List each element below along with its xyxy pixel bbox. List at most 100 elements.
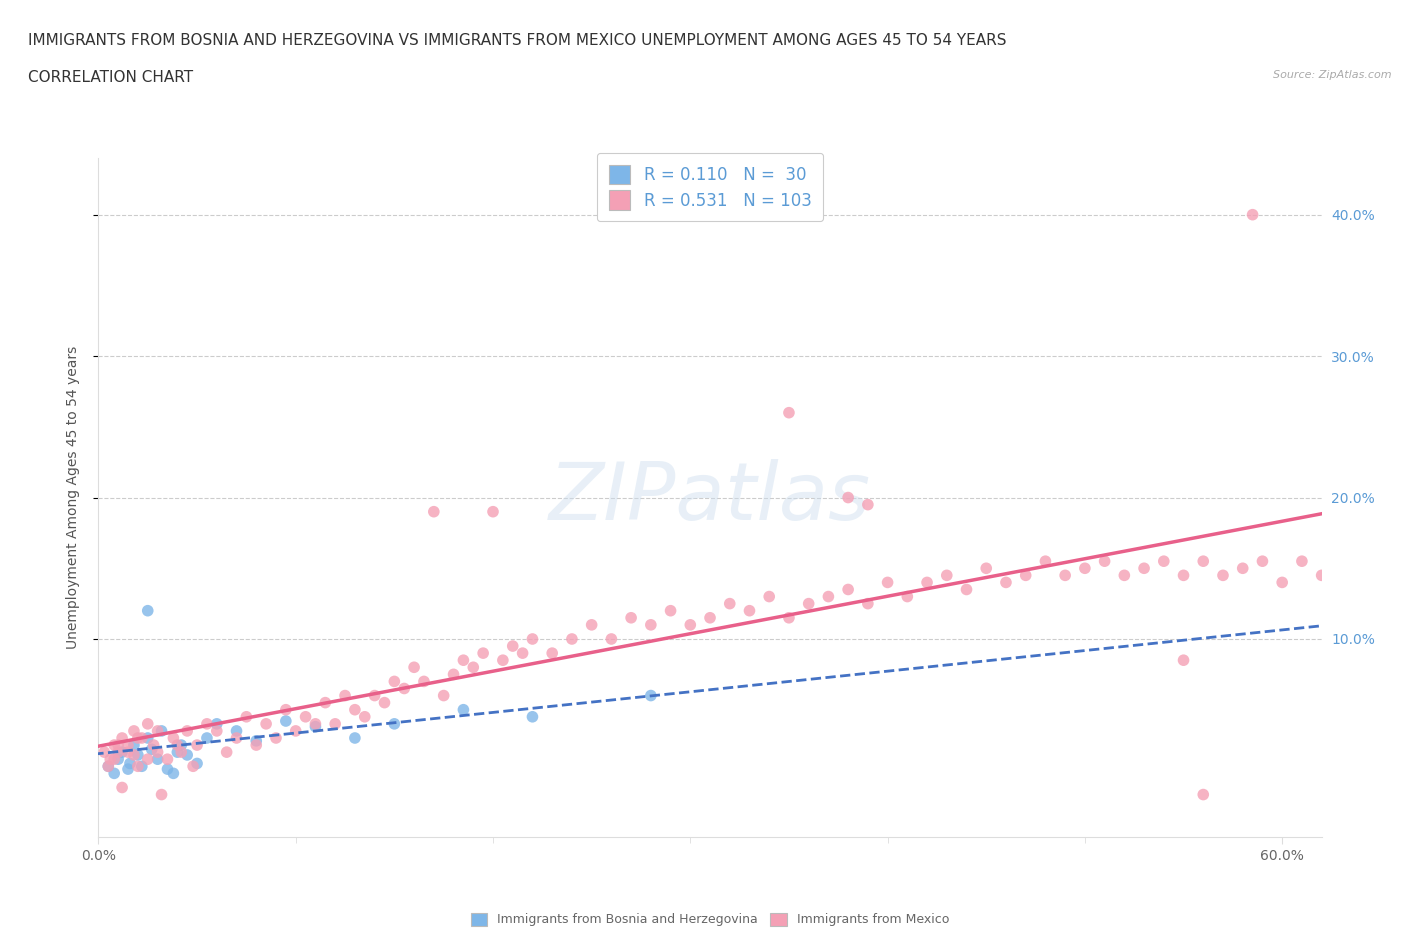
- Point: [522, 710, 544, 724]
- Point: [111, 731, 134, 746]
- Point: [141, 742, 163, 757]
- Point: [111, 745, 134, 760]
- Point: [1133, 561, 1156, 576]
- Point: [343, 702, 366, 717]
- Point: [640, 688, 662, 703]
- Point: [896, 589, 918, 604]
- Point: [166, 737, 188, 752]
- Point: [122, 737, 145, 752]
- Point: [955, 582, 977, 597]
- Point: [876, 575, 898, 590]
- Point: [117, 745, 139, 760]
- Point: [170, 745, 193, 760]
- Point: [679, 618, 702, 632]
- Point: [304, 719, 326, 734]
- Point: [935, 568, 957, 583]
- Point: [363, 688, 385, 703]
- Point: [373, 696, 395, 711]
- Point: [1192, 553, 1215, 568]
- Point: [413, 674, 436, 689]
- Point: [738, 604, 761, 618]
- Point: [122, 724, 145, 738]
- Point: [264, 731, 287, 746]
- Point: [323, 716, 346, 731]
- Point: [118, 756, 141, 771]
- Point: [156, 762, 179, 777]
- Point: [353, 710, 375, 724]
- Point: [146, 745, 169, 760]
- Y-axis label: Unemployment Among Ages 45 to 54 years: Unemployment Among Ages 45 to 54 years: [66, 346, 80, 649]
- Point: [1192, 787, 1215, 802]
- Point: [136, 716, 159, 731]
- Point: [150, 724, 173, 738]
- Point: [718, 596, 741, 611]
- Point: [103, 751, 125, 766]
- Point: [1153, 553, 1175, 568]
- Point: [98, 751, 121, 766]
- Point: [600, 631, 623, 646]
- Point: [1212, 568, 1234, 583]
- Point: [778, 405, 800, 420]
- Point: [502, 639, 524, 654]
- Point: [127, 748, 149, 763]
- Legend: Immigrants from Bosnia and Herzegovina, Immigrants from Mexico: Immigrants from Bosnia and Herzegovina, …: [465, 908, 955, 930]
- Point: [97, 759, 120, 774]
- Point: [1074, 561, 1097, 576]
- Point: [245, 737, 267, 752]
- Point: [254, 716, 277, 731]
- Text: IMMIGRANTS FROM BOSNIA AND HERZEGOVINA VS IMMIGRANTS FROM MEXICO UNEMPLOYMENT AM: IMMIGRANTS FROM BOSNIA AND HERZEGOVINA V…: [28, 33, 1007, 47]
- Point: [492, 653, 515, 668]
- Point: [797, 596, 820, 611]
- Point: [103, 737, 125, 752]
- Point: [1035, 553, 1057, 568]
- Point: [103, 766, 125, 781]
- Point: [122, 748, 145, 763]
- Point: [225, 724, 247, 738]
- Point: [284, 724, 307, 738]
- Point: [463, 660, 485, 675]
- Point: [837, 582, 859, 597]
- Point: [620, 610, 643, 625]
- Point: [294, 710, 316, 724]
- Point: [195, 731, 218, 746]
- Text: Source: ZipAtlas.com: Source: ZipAtlas.com: [1274, 70, 1392, 80]
- Point: [856, 596, 879, 611]
- Point: [162, 766, 184, 781]
- Point: [512, 645, 534, 660]
- Point: [162, 731, 184, 746]
- Point: [225, 731, 247, 746]
- Point: [1291, 553, 1313, 568]
- Point: [176, 724, 198, 738]
- Point: [541, 645, 564, 660]
- Point: [117, 762, 139, 777]
- Point: [205, 716, 228, 731]
- Point: [127, 731, 149, 746]
- Point: [136, 604, 159, 618]
- Point: [186, 756, 208, 771]
- Point: [915, 575, 938, 590]
- Point: [111, 780, 134, 795]
- Point: [1241, 207, 1264, 222]
- Point: [561, 631, 583, 646]
- Point: [1310, 568, 1333, 583]
- Point: [837, 490, 859, 505]
- Point: [274, 702, 297, 717]
- Point: [699, 610, 721, 625]
- Point: [758, 589, 780, 604]
- Point: [314, 696, 336, 711]
- Point: [1054, 568, 1077, 583]
- Point: [176, 748, 198, 763]
- Point: [146, 751, 169, 766]
- Point: [117, 737, 139, 752]
- Point: [170, 737, 193, 752]
- Point: [181, 759, 204, 774]
- Point: [581, 618, 603, 632]
- Point: [443, 667, 465, 682]
- Point: [1173, 653, 1195, 668]
- Point: [97, 759, 120, 774]
- Point: [186, 737, 208, 752]
- Point: [131, 731, 153, 746]
- Point: [382, 674, 405, 689]
- Point: [131, 759, 153, 774]
- Point: [1173, 568, 1195, 583]
